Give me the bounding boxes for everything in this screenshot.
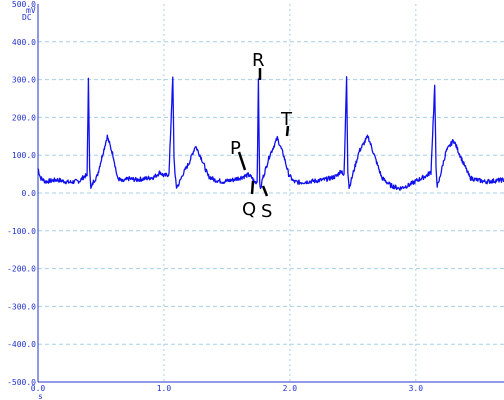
- y-unit-label: mV: [26, 6, 36, 15]
- q-wave-pointer: [250, 180, 255, 195]
- t-wave-pointer: [285, 125, 290, 137]
- y-tick-label: -200.0: [7, 265, 36, 274]
- r-wave-label: R: [252, 50, 265, 71]
- q-wave-label: Q: [242, 199, 256, 220]
- y-tick-label: 500.0: [12, 0, 36, 9]
- y-tick-labels: 500.0 400.0 300.0 200.0 100.0 0.0 -100.0 -200.0…: [7, 0, 36, 387]
- y-tick-label: 200.0: [12, 113, 36, 122]
- x-tick-labels: 0.0 1.0 2.0 3.0: [31, 384, 423, 393]
- x-unit-label: s: [38, 392, 43, 400]
- y-tick-label: -500.0: [7, 378, 36, 387]
- s-wave-pointer: [261, 185, 269, 197]
- y-tick-label: 100.0: [12, 151, 36, 160]
- x-tick-label: 0.0: [31, 384, 46, 393]
- y-tick-label: -100.0: [7, 227, 36, 236]
- x-tick-label: 2.0: [283, 384, 298, 393]
- y-coupling-label: DC: [22, 13, 32, 22]
- x-tick-label: 1.0: [157, 384, 172, 393]
- grid-lines: [38, 4, 504, 382]
- y-tick-label: 400.0: [12, 38, 36, 47]
- p-wave-label: P: [230, 138, 241, 159]
- y-tick-label: 0.0: [22, 189, 37, 198]
- y-tick-label: -300.0: [7, 302, 36, 311]
- x-tick-label: 3.0: [409, 384, 424, 393]
- s-wave-label: S: [261, 201, 272, 222]
- p-wave-pointer: [237, 151, 247, 171]
- wave-annotations: P Q R S T: [230, 50, 293, 222]
- y-tick-label: 300.0: [12, 76, 36, 85]
- y-tick-label: -400.0: [7, 340, 36, 349]
- t-wave-label: T: [280, 109, 293, 130]
- ecg-trace: [37, 76, 504, 191]
